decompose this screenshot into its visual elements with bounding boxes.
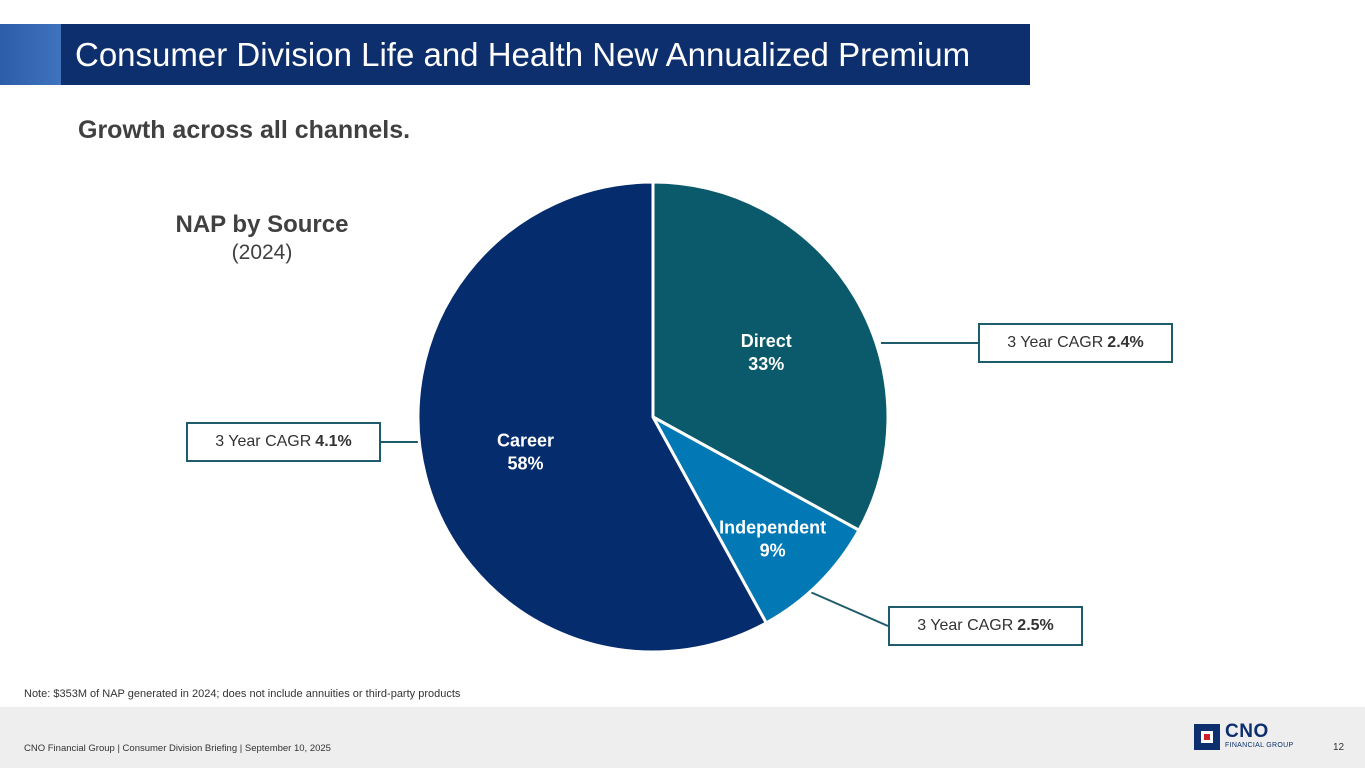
cagr-value: 2.5%: [1017, 617, 1054, 634]
page-title: Consumer Division Life and Health New An…: [75, 36, 971, 73]
cagr-label: 3 Year CAGR: [215, 433, 312, 450]
pie-slice-direct: [651, 180, 890, 533]
cagr-box-independent: 3 Year CAGR 2.5%: [888, 606, 1083, 646]
cagr-value: 4.1%: [315, 433, 352, 450]
footer-text: CNO Financial Group | Consumer Division …: [24, 743, 331, 754]
logo-mark-icon: [1194, 724, 1220, 750]
slice-label-independent: Independent 9%: [719, 518, 826, 561]
logo-subtext: FINANCIAL GROUP: [1225, 742, 1294, 749]
title-bar: Consumer Division Life and Health New An…: [0, 24, 1030, 85]
slice-label-career: Career 58%: [497, 431, 554, 474]
cagr-label: 3 Year CAGR: [1007, 334, 1104, 351]
pie-chart: Direct 33% Independent 9% Career 58%: [381, 180, 978, 654]
pie-slice-career: [416, 180, 769, 654]
cagr-value: 2.4%: [1107, 334, 1144, 351]
page-number: 12: [1333, 742, 1345, 753]
cagr-label: 3 Year CAGR: [917, 617, 1014, 634]
leader-line-independent: [809, 590, 889, 627]
chart-subtitle: (2024): [231, 241, 293, 264]
pie-slice-independent: [649, 413, 861, 625]
logo-name: CNO: [1225, 721, 1269, 742]
footer: CNO Financial Group | Consumer Division …: [0, 707, 1365, 768]
slice-label-direct: Direct 33%: [741, 331, 792, 374]
title-accent: [0, 24, 61, 85]
chart-title: NAP by Source: [175, 211, 349, 238]
cagr-box-direct: 3 Year CAGR 2.4%: [978, 323, 1173, 363]
slide-subtitle: Growth across all channels.: [78, 116, 411, 144]
footnote: Note: $353M of NAP generated in 2024; do…: [24, 688, 461, 700]
cagr-box-career: 3 Year CAGR 4.1%: [186, 422, 381, 462]
